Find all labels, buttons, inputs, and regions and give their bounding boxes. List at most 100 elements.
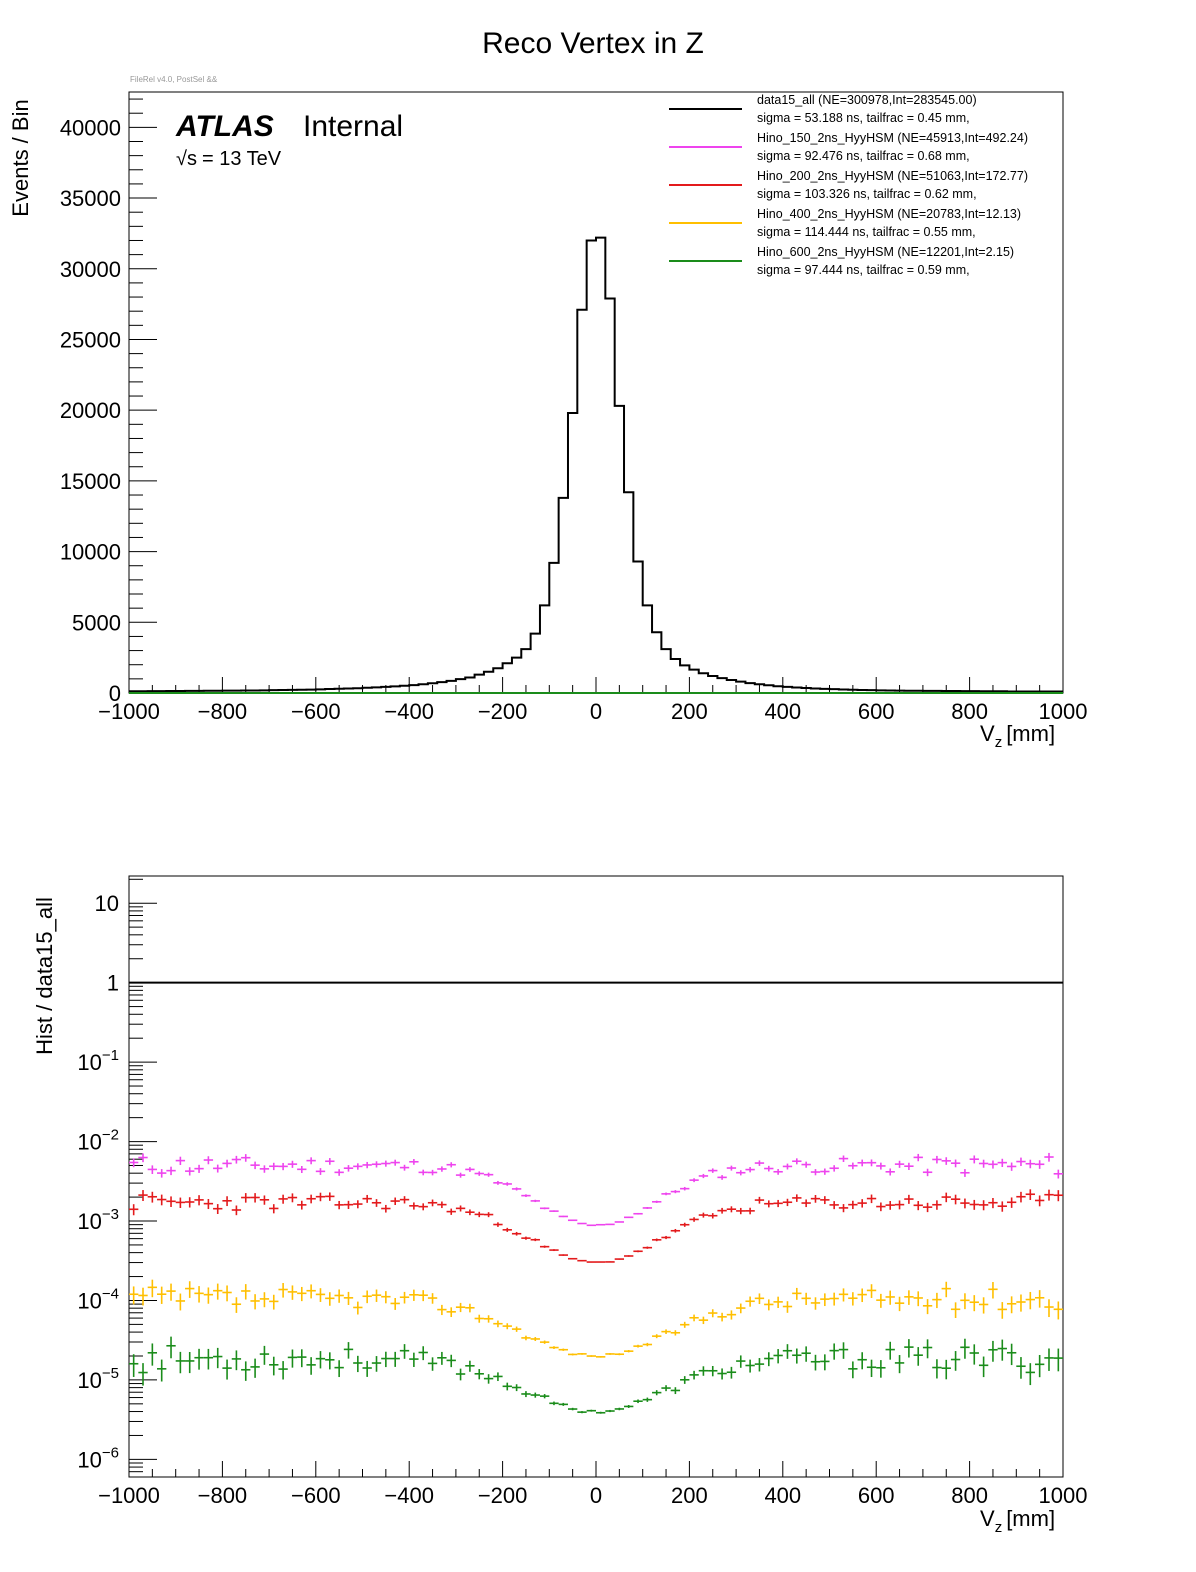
ratio-point-Hino_200 <box>418 1203 428 1211</box>
ratio-point-Hino_150 <box>642 1206 653 1209</box>
ratio-point-Hino_600 <box>642 1397 653 1402</box>
ratio-point-Hino_600 <box>661 1385 671 1392</box>
atlas-energy: √s = 13 TeV <box>176 148 282 170</box>
ratio-point-Hino_400 <box>1053 1301 1063 1320</box>
ratio-point-Hino_200 <box>829 1201 839 1210</box>
ratio-point-Hino_150 <box>605 1223 615 1226</box>
ratio-point-Hino_150 <box>950 1159 961 1168</box>
ratio-point-Hino_400 <box>250 1294 260 1310</box>
ratio-point-Hino_600 <box>577 1411 587 1414</box>
ratio-point-Hino_200 <box>1016 1191 1026 1203</box>
ratio-point-Hino_600 <box>670 1387 681 1395</box>
legend-entry-data15_all: data15_all (NE=300978,Int=283545.00) <box>757 93 977 107</box>
ratio-point-Hino_200 <box>502 1227 512 1232</box>
ratio-point-Hino_600 <box>652 1390 662 1396</box>
ratio-point-Hino_400 <box>1025 1291 1035 1310</box>
ratio-point-Hino_200 <box>866 1194 877 1204</box>
bottom-panel: 10−6 10−5 10−4 10−3 10−2 10−1 1 10 −1000 −800 −60… <box>32 875 1087 1536</box>
ratio-point-Hino_150 <box>147 1165 158 1175</box>
ratio-point-Hino_400 <box>269 1294 279 1310</box>
ratio-point-Hino_400 <box>138 1287 148 1306</box>
bottom-x-axis-label: Vz [mm] <box>980 1506 1055 1536</box>
ratio-point-Hino_150 <box>1053 1169 1063 1179</box>
ratio-point-Hino_150 <box>1034 1160 1045 1169</box>
ratio-point-Hino_400 <box>642 1342 653 1347</box>
top-x-tick-label: 1000 <box>1039 699 1088 724</box>
ratio-point-Hino_600 <box>521 1391 531 1398</box>
ratio-point-Hino_200 <box>941 1192 951 1203</box>
ratio-point-Hino_600 <box>1053 1348 1063 1372</box>
ratio-point-Hino_400 <box>166 1283 176 1301</box>
ratio-point-Hino_200 <box>820 1196 830 1205</box>
ratio-point-Hino_150 <box>483 1172 494 1177</box>
ratio-point-Hino_600 <box>446 1354 456 1368</box>
ratio-point-Hino_400 <box>782 1301 793 1313</box>
ratio-point-Hino_150 <box>287 1160 298 1168</box>
ratio-point-Hino_200 <box>567 1257 578 1260</box>
ratio-point-Hino_150 <box>736 1170 746 1176</box>
ratio-point-Hino_400 <box>717 1312 727 1322</box>
ratio-point-Hino_200 <box>474 1211 484 1218</box>
ratio-point-Hino_600 <box>829 1343 839 1360</box>
ratio-point-Hino_150 <box>652 1200 662 1203</box>
ratio-point-Hino_400 <box>670 1330 681 1336</box>
ratio-point-Hino_200 <box>409 1202 419 1210</box>
ratio-point-Hino_200 <box>222 1196 232 1207</box>
ratio-point-Hino_400 <box>315 1288 326 1302</box>
ratio-point-Hino_200 <box>857 1199 867 1208</box>
ratio-point-Hino_200 <box>297 1200 307 1210</box>
ratio-point-Hino_400 <box>381 1291 391 1304</box>
ratio-point-Hino_600 <box>801 1346 811 1362</box>
ratio-point-Hino_600 <box>932 1359 942 1379</box>
ratio-point-Hino_200 <box>371 1199 382 1207</box>
ratio-point-Hino_200 <box>932 1200 942 1210</box>
ratio-point-Hino_600 <box>1016 1357 1026 1379</box>
ratio-point-Hino_400 <box>465 1303 475 1313</box>
ratio-point-Hino_200 <box>334 1200 344 1210</box>
bottom-series-group <box>129 981 1063 1414</box>
ratio-point-Hino_200 <box>203 1198 214 1210</box>
ratio-point-Hino_200 <box>278 1194 288 1204</box>
ratio-point-Hino_600 <box>820 1354 830 1371</box>
ratio-point-Hino_150 <box>624 1216 634 1219</box>
ratio-point-Hino_600 <box>539 1394 550 1399</box>
bottom-x-tick-label: −200 <box>478 1483 528 1508</box>
ratio-point-Hino_600 <box>960 1338 970 1359</box>
ratio-point-Hino_150 <box>409 1159 419 1165</box>
ratio-point-Hino_200 <box>698 1212 709 1218</box>
ratio-point-Hino_600 <box>764 1352 774 1367</box>
ratio-point-Hino_150 <box>325 1158 335 1165</box>
ratio-point-Hino_150 <box>343 1165 354 1172</box>
top-y-tick-label: 25000 <box>60 327 121 352</box>
bottom-plot-frame <box>128 875 1064 1478</box>
bottom-y-axis-label: Hist / data15_all <box>32 897 57 1055</box>
ratio-point-Hino_200 <box>801 1199 811 1208</box>
ratio-point-Hino_150 <box>1016 1157 1026 1167</box>
ratio-point-Hino_400 <box>511 1326 522 1332</box>
ratio-point-Hino_150 <box>558 1215 568 1218</box>
ratio-point-Hino_200 <box>782 1198 793 1207</box>
ratio-point-Hino_200 <box>997 1201 1007 1212</box>
top-y-tick-label: 5000 <box>72 610 121 635</box>
ratio-point-Hino_400 <box>633 1344 643 1348</box>
ratio-point-Hino_600 <box>306 1357 316 1375</box>
ratio-point-Hino_600 <box>455 1368 466 1381</box>
ratio-point-Hino_200 <box>708 1213 718 1219</box>
ratio-point-Hino_150 <box>997 1158 1007 1168</box>
ratio-point-Hino_150 <box>614 1221 625 1223</box>
ratio-point-Hino_400 <box>474 1314 484 1323</box>
ratio-point-Hino_600 <box>157 1359 167 1382</box>
ratio-point-Hino_150 <box>633 1212 643 1215</box>
ratio-point-Hino_150 <box>848 1162 858 1170</box>
ratio-point-Hino_150 <box>539 1207 550 1210</box>
ratio-point-Hino_200 <box>596 1261 606 1263</box>
ratio-point-Hino_600 <box>222 1359 232 1380</box>
ratio-point-Hino_600 <box>334 1360 344 1378</box>
bottom-x-tick-label: −1000 <box>98 1483 160 1508</box>
ratio-point-Hino_200 <box>773 1199 783 1208</box>
ratio-point-Hino_200 <box>390 1197 400 1206</box>
ratio-point-Hino_400 <box>455 1302 466 1313</box>
ratio-point-Hino_400 <box>876 1293 886 1308</box>
ratio-point-Hino_150 <box>511 1187 522 1191</box>
